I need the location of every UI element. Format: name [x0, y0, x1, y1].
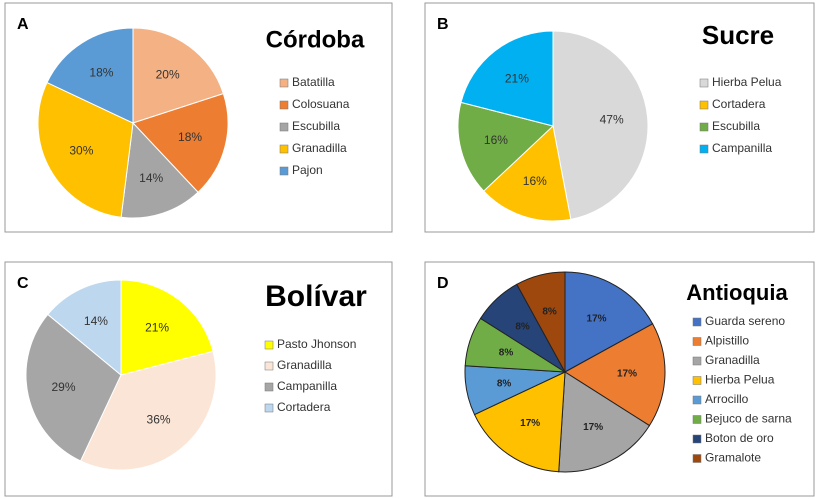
pie-slice — [483, 125, 572, 222]
legend-label: Alpistillo — [705, 334, 749, 348]
legend-label: Guarda sereno — [705, 314, 785, 328]
legend-label: Campanilla — [277, 379, 337, 393]
slice-label: 14% — [139, 171, 163, 185]
slice-label: 21% — [145, 321, 169, 335]
legend-swatch — [279, 122, 289, 132]
slice-label: 8% — [499, 347, 514, 358]
pie-slice — [564, 323, 666, 427]
pie-slice — [132, 27, 224, 124]
chart-title: Bolívar — [265, 280, 367, 313]
pie-slice — [79, 350, 217, 471]
legend-label: Campanilla — [712, 141, 772, 155]
legend-swatch — [692, 395, 702, 405]
pie-slice — [37, 81, 134, 218]
pie-slice — [516, 271, 566, 373]
pie-slice — [460, 30, 554, 127]
legend-swatch — [699, 122, 709, 132]
slice-label: 8% — [497, 378, 512, 389]
slice-label: 36% — [147, 413, 171, 427]
legend-swatch — [692, 337, 702, 346]
legend-label: Batatilla — [292, 75, 335, 89]
slice-label: 8% — [515, 321, 530, 332]
legend-swatch — [279, 78, 289, 88]
legend-swatch — [279, 144, 289, 154]
slice-label: 30% — [69, 144, 93, 158]
pie-slice — [558, 371, 651, 473]
legend-swatch — [692, 376, 702, 385]
legend-swatch — [264, 403, 274, 413]
legend-label: Gramalote — [705, 451, 761, 465]
pie-slice — [457, 101, 555, 192]
pie-slice — [47, 279, 122, 377]
pie-slice — [46, 27, 134, 124]
legend-swatch — [279, 166, 289, 176]
panel-letter: A — [17, 16, 29, 33]
legend-label: Boton de oro — [705, 431, 774, 445]
legend-label: Arrocillo — [705, 392, 749, 406]
pie-slice — [120, 121, 199, 219]
legend-swatch — [699, 100, 709, 110]
slice-label: 17% — [587, 313, 607, 324]
slice-label: 47% — [600, 113, 624, 127]
legend-swatch — [264, 340, 274, 350]
legend-label: Bejuco de sarna — [705, 412, 792, 426]
pie-slice — [132, 93, 229, 193]
slice-label: 18% — [178, 130, 202, 144]
pie-slice — [564, 271, 654, 373]
legend-swatch — [699, 78, 709, 88]
pie-slice — [120, 279, 214, 376]
slice-label: 14% — [84, 314, 108, 328]
slice-label: 16% — [523, 174, 547, 188]
legend-label: Escubilla — [292, 119, 340, 133]
legend-swatch — [692, 434, 702, 444]
slice-label: 21% — [505, 72, 529, 86]
legend-label: Pajon — [292, 163, 323, 177]
slice-label: 20% — [156, 68, 180, 82]
legend-swatch — [692, 454, 702, 463]
chart-title: Córdoba — [266, 26, 365, 53]
legend-label: Granadilla — [277, 358, 332, 372]
legend-swatch — [699, 144, 709, 154]
pie-slice — [25, 313, 122, 462]
pie-slice — [473, 371, 566, 473]
panel-letter: C — [17, 275, 29, 292]
legend-label: Escubilla — [712, 119, 760, 133]
legend-swatch — [692, 356, 702, 366]
slice-label: 17% — [617, 369, 637, 380]
pie-slice — [552, 30, 649, 220]
legend-label: Granadilla — [705, 353, 760, 367]
legend-label: Pasto Jhonson — [277, 337, 356, 351]
slice-label: 18% — [89, 65, 113, 79]
panel-letter: B — [437, 16, 449, 33]
legend-swatch — [692, 317, 702, 327]
legend-swatch — [692, 415, 702, 424]
slice-label: 16% — [484, 133, 508, 147]
legend-label: Cortadera — [712, 97, 766, 111]
slice-label: 17% — [583, 422, 603, 433]
legend-label: Hierba Pelua — [712, 75, 782, 89]
panel-letter: D — [437, 275, 449, 292]
legend-label: Granadilla — [292, 141, 347, 155]
chart-title: Sucre — [702, 20, 774, 50]
legend-label: Cortadera — [277, 400, 331, 414]
legend-swatch — [279, 100, 289, 110]
chart-title: Antioquia — [686, 280, 788, 305]
slice-label: 8% — [542, 307, 557, 318]
legend-label: Hierba Pelua — [705, 373, 775, 387]
slice-label: 29% — [52, 380, 76, 394]
legend-label: Colosuana — [292, 97, 350, 111]
slice-label: 17% — [520, 418, 540, 429]
legend-swatch — [264, 382, 274, 392]
legend-swatch — [264, 361, 274, 371]
